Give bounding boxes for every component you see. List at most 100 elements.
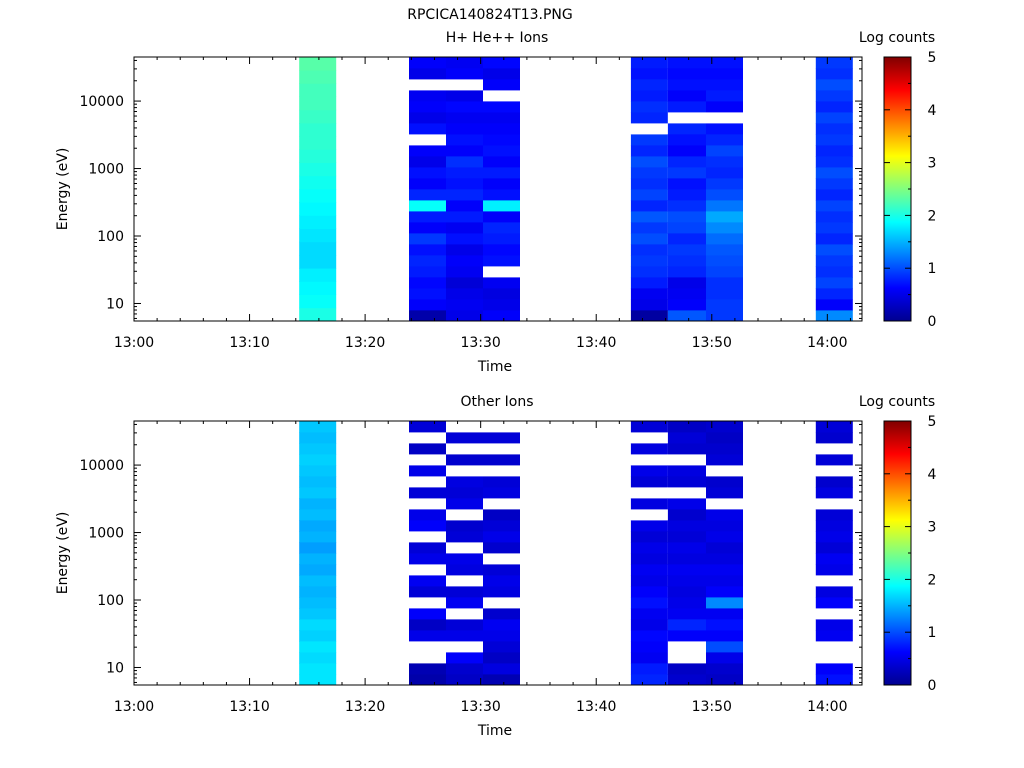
heatmap-cell (706, 531, 743, 543)
heatmap-cell (815, 266, 853, 278)
heatmap-cell (446, 432, 483, 444)
heatmap-cell (299, 531, 337, 543)
heatmap-cell (667, 597, 706, 609)
x-tick-label: 13:20 (345, 335, 385, 351)
heatmap-cell (483, 266, 520, 278)
heatmap-cell (446, 79, 483, 91)
y-tick-label: 10 (106, 660, 124, 676)
heatmap-cell (409, 68, 446, 80)
panel-title: Other Ions (460, 394, 533, 410)
y-tick-label: 10000 (79, 458, 124, 474)
heatmap-cell (667, 134, 706, 146)
heatmap-cell (815, 542, 853, 554)
heatmap-cell (630, 509, 668, 521)
heatmap-cell (409, 509, 446, 521)
heatmap-cell (630, 553, 668, 565)
heatmap-cell (409, 597, 446, 609)
colorbar-gradient (883, 56, 912, 322)
heatmap-cell (706, 553, 743, 565)
heatmap-cell (815, 564, 853, 576)
heatmap-cell (409, 79, 446, 91)
heatmap-cell (706, 663, 743, 675)
heatmap-cell (667, 310, 706, 322)
heatmap-cell (667, 156, 706, 168)
heatmap-cell (446, 465, 483, 477)
heatmap-cell (409, 641, 446, 653)
heatmap-cell (483, 421, 520, 433)
heatmap-cell (446, 630, 483, 642)
heatmap-cell (630, 674, 668, 686)
heatmap-cell (299, 443, 337, 455)
axis-ticks: 13:00 13:10 13:20 13:30 13:40 13:50 14:00 10 100… (79, 421, 862, 715)
heatmap-cell (815, 487, 853, 499)
heatmap-cell (446, 509, 483, 521)
heatmap-cell (483, 663, 520, 675)
colorbar-label: Log counts (859, 30, 935, 46)
heatmap-cell (630, 597, 668, 609)
heatmap-cell (446, 145, 483, 157)
heatmap-cell (630, 211, 668, 223)
heatmap-cell (409, 112, 446, 124)
heatmap-cell (409, 619, 446, 631)
heatmap-cell (630, 277, 668, 289)
heatmap-cell (667, 465, 706, 477)
colorbar-tick-label: 0 (928, 678, 937, 694)
heatmap-cell (299, 641, 337, 653)
heatmap-cell (667, 277, 706, 289)
colorbar-tick-label: 3 (928, 520, 937, 536)
heatmap-cell (409, 211, 446, 223)
heatmap-cell (815, 123, 853, 135)
heatmap-cell (667, 509, 706, 521)
heatmap-cell (446, 57, 483, 69)
heatmap-cell (299, 597, 337, 609)
heatmap-cell (446, 663, 483, 675)
heatmap-cell (630, 310, 668, 322)
heatmap-cell (299, 241, 337, 256)
heatmap-cell (483, 432, 520, 444)
heatmap-cell (483, 454, 520, 466)
heatmap-cell (299, 608, 337, 620)
heatmap-cell (706, 630, 743, 642)
heatmap-cell (815, 134, 853, 146)
y-tick-label: 10 (106, 296, 124, 312)
heatmap-cell (446, 454, 483, 466)
heatmap-cell (815, 498, 853, 510)
heatmap-cell (483, 233, 520, 245)
heatmap-cell (815, 674, 853, 686)
panel-other-ions: Other Ions Log counts Energy (eV) Time 1… (55, 394, 937, 739)
heatmap-cell (483, 443, 520, 455)
colorbar-tick-label: 4 (928, 467, 937, 483)
heatmap-cell (815, 255, 853, 267)
heatmap-cell (483, 476, 520, 488)
heatmap-cell (409, 531, 446, 543)
heatmap-cell (706, 167, 743, 179)
heatmap-cell (667, 288, 706, 300)
heatmap-cell (483, 244, 520, 256)
heatmap-cell (409, 222, 446, 234)
heatmap-cell (299, 294, 337, 309)
heatmap-cell (630, 123, 668, 135)
heatmap-cell (630, 57, 668, 69)
heatmap-cell (706, 178, 743, 190)
heatmap-cell (706, 112, 743, 124)
heatmap-cell (299, 553, 337, 565)
heatmap-cells (299, 421, 853, 686)
heatmap-cell (409, 189, 446, 201)
heatmap-cell (630, 79, 668, 91)
heatmap-cell (299, 630, 337, 642)
heatmap-cell (446, 123, 483, 135)
heatmap-cell (667, 641, 706, 653)
heatmap-cell (815, 90, 853, 102)
heatmap-cell (706, 454, 743, 466)
colorbar-tick-label: 1 (928, 261, 937, 277)
heatmap-cell (815, 299, 853, 311)
heatmap-cell (630, 443, 668, 455)
heatmap-cell (299, 454, 337, 466)
heatmap-cell (483, 553, 520, 565)
heatmap-cell (299, 136, 337, 150)
heatmap-cell (483, 564, 520, 576)
heatmap-cell (483, 288, 520, 300)
heatmap-cell (409, 608, 446, 620)
x-tick-label: 13:10 (229, 699, 269, 715)
heatmap-cell (667, 531, 706, 543)
